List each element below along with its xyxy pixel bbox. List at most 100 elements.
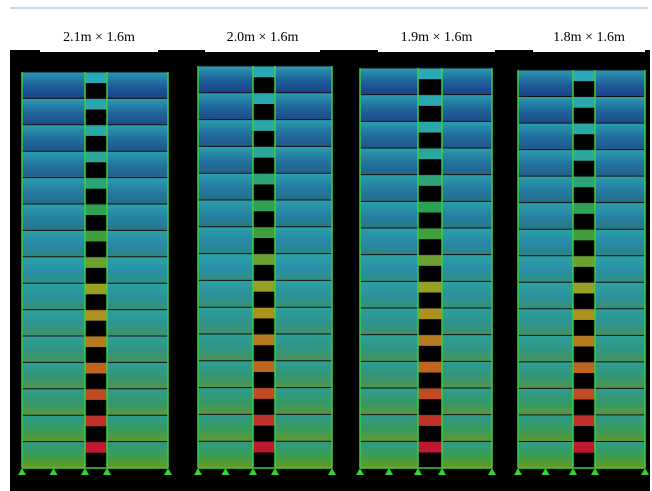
- wall-segment: [595, 150, 645, 177]
- wall-segment: [360, 415, 418, 442]
- wall-segment: [275, 441, 332, 468]
- figure: 2.1m × 1.6m2.0m × 1.6m1.9m × 1.6m1.8m × …: [0, 0, 652, 491]
- wall-segment: [595, 97, 645, 124]
- coupling-beam: [573, 282, 595, 293]
- wall-segment: [22, 442, 85, 468]
- wall-segment: [442, 441, 492, 468]
- coupling-beam: [253, 200, 275, 211]
- wall-segment: [595, 441, 645, 468]
- wall-segment: [107, 204, 168, 230]
- coupling-beam: [573, 176, 595, 187]
- wall-segment: [595, 362, 645, 389]
- wall-segment: [518, 415, 573, 442]
- coupling-beam: [573, 362, 595, 373]
- wall-segment: [275, 93, 332, 120]
- wall-segment: [107, 336, 168, 362]
- wall-segment: [275, 388, 332, 415]
- wall-segment: [275, 307, 332, 334]
- wall-segment: [442, 255, 492, 282]
- coupling-beam: [573, 229, 595, 240]
- coupling-beam: [85, 230, 107, 241]
- wall-segment: [198, 334, 253, 361]
- coupling-beam: [85, 178, 107, 189]
- wall-segment: [107, 389, 168, 415]
- coupling-beam: [253, 280, 275, 291]
- wall-segment: [442, 121, 492, 148]
- wall-segment: [198, 173, 253, 200]
- wall-segment: [107, 151, 168, 177]
- coupling-beam: [85, 283, 107, 294]
- coupling-beam: [85, 257, 107, 268]
- wall-segment: [360, 388, 418, 415]
- coupling-beam: [253, 146, 275, 157]
- coupling-beam: [418, 148, 442, 159]
- coupling-beam: [253, 173, 275, 184]
- coupling-beam: [418, 228, 442, 239]
- wall-segment: [360, 201, 418, 228]
- wall-segment: [107, 72, 168, 98]
- wall-segment: [22, 389, 85, 415]
- coupling-beam: [253, 254, 275, 265]
- wall-segment: [360, 255, 418, 282]
- coupling-beam: [573, 70, 595, 81]
- wall-segment: [442, 148, 492, 175]
- wall-segment: [22, 362, 85, 388]
- coupling-beam: [253, 227, 275, 238]
- wall-segment: [442, 335, 492, 362]
- wall-segment: [595, 123, 645, 150]
- wall-segment: [518, 335, 573, 362]
- coupling-beam: [573, 256, 595, 267]
- wall-segment: [198, 146, 253, 173]
- coupling-beam: [253, 361, 275, 372]
- wall-segment: [275, 414, 332, 441]
- wall-segment: [595, 70, 645, 97]
- wall-segment: [107, 125, 168, 151]
- wall-segment: [360, 228, 418, 255]
- wall-segment: [442, 415, 492, 442]
- wall-segment: [22, 72, 85, 98]
- wall-segment: [198, 441, 253, 468]
- wall-segment: [22, 151, 85, 177]
- wall-segment: [275, 120, 332, 147]
- wall-segment: [198, 280, 253, 307]
- wall-segment: [518, 70, 573, 97]
- wall-segment: [22, 230, 85, 256]
- coupling-beam: [573, 309, 595, 320]
- wall-segment: [360, 308, 418, 335]
- wall-segment: [107, 257, 168, 283]
- coupling-beam: [418, 361, 442, 372]
- wall-segment: [107, 310, 168, 336]
- wall-segment: [518, 203, 573, 230]
- coupling-beam: [418, 255, 442, 266]
- coupling-beam: [418, 121, 442, 132]
- coupling-beam: [85, 204, 107, 215]
- panel-label: 2.1m × 1.6m: [63, 30, 135, 45]
- wall-segment: [107, 230, 168, 256]
- wall-segment: [442, 281, 492, 308]
- coupling-beam: [418, 388, 442, 399]
- coupling-beam: [418, 175, 442, 186]
- coupling-beam: [85, 362, 107, 373]
- wall-segment: [107, 98, 168, 124]
- wall-segment: [275, 227, 332, 254]
- coupling-beam: [418, 441, 442, 452]
- coupling-beam: [253, 388, 275, 399]
- wall-segment: [595, 203, 645, 230]
- coupling-beam: [253, 334, 275, 345]
- wall-segment: [22, 178, 85, 204]
- coupling-beam: [418, 281, 442, 292]
- wall-segment: [198, 254, 253, 281]
- coupling-beam: [85, 310, 107, 321]
- wall-segment: [360, 361, 418, 388]
- wall-segment: [275, 254, 332, 281]
- wall-segment: [360, 175, 418, 202]
- wall-segment: [107, 442, 168, 468]
- wall-segment: [518, 309, 573, 336]
- wall-segment: [22, 98, 85, 124]
- wall-segment: [518, 256, 573, 283]
- wall-segment: [360, 335, 418, 362]
- coupling-beam: [573, 150, 595, 161]
- wall-segment: [518, 362, 573, 389]
- coupling-beam: [573, 415, 595, 426]
- wall-segment: [518, 176, 573, 203]
